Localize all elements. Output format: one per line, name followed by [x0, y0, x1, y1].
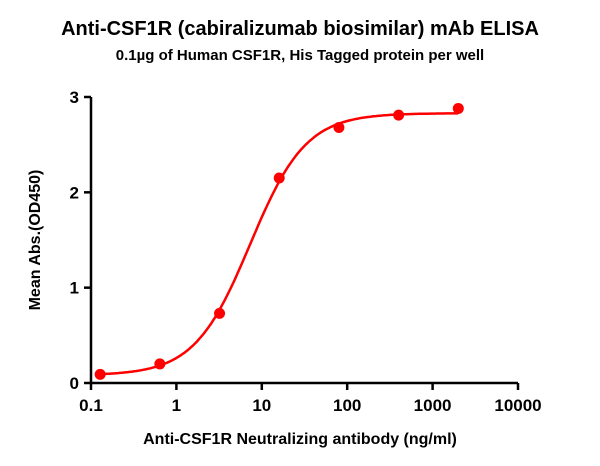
y-tick-label: 0 — [70, 374, 79, 393]
x-tick-label: 1 — [172, 396, 181, 415]
y-tick-label: 3 — [70, 88, 79, 107]
x-tick-label: 1000 — [414, 396, 452, 415]
data-point — [393, 109, 405, 121]
data-point — [333, 122, 345, 134]
tick-labels: 0.1 1 10 100 1000 10000 0 1 2 3 — [70, 88, 542, 415]
data-points — [94, 102, 464, 380]
fit-curve — [100, 112, 459, 376]
x-tick-label: 10 — [252, 396, 271, 415]
x-axis-label: Anti-CSF1R Neutralizing antibody (ng/ml) — [143, 431, 457, 448]
y-tick-label: 1 — [70, 279, 79, 298]
data-point — [214, 307, 226, 319]
y-axis-label: Mean Abs.(OD450) — [27, 170, 44, 311]
axes — [84, 95, 520, 390]
chart-title: Anti-CSF1R (cabiralizumab biosimilar) mA… — [61, 18, 539, 40]
x-tick-label: 10000 — [494, 396, 541, 415]
x-tick-label: 100 — [333, 396, 361, 415]
data-point — [273, 172, 285, 184]
y-tick-label: 2 — [70, 183, 79, 202]
chart-subtitle: 0.1µg of Human CSF1R, His Tagged protein… — [115, 47, 485, 64]
data-point — [94, 368, 106, 380]
data-point — [452, 102, 464, 114]
x-tick-label: 0.1 — [79, 396, 103, 415]
data-point — [154, 358, 166, 370]
